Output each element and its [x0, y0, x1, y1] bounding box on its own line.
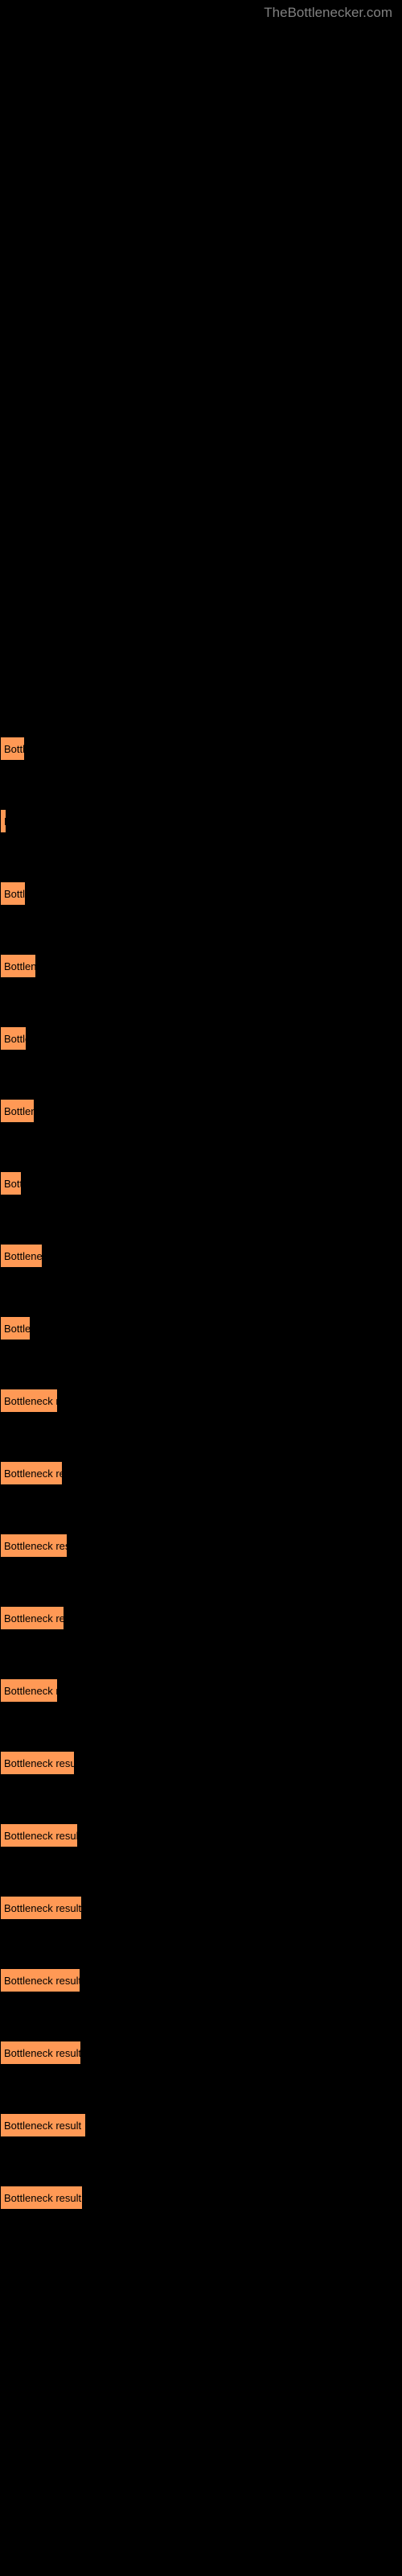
bar-row: Bottleneck result [0, 1244, 402, 1268]
bar-row: Bottleneck result [0, 1751, 402, 1775]
bar-label: Bottleneck result [4, 2192, 81, 2204]
bar-label: Bottleneck result [4, 1105, 35, 1117]
bar-label: Bottleneck result [4, 1250, 43, 1262]
bar-row: Bottleneck result [0, 1968, 402, 1992]
bar-row: Bottleneck result [0, 1389, 402, 1413]
bar-label: Bottleneck result [4, 1395, 58, 1407]
bar: Bottleneck result [0, 1099, 35, 1123]
bar-row: Bottleneck result [0, 1026, 402, 1051]
bar-label: Bottleneck result [4, 1178, 22, 1190]
watermark-text: TheBottlenecker.com [264, 5, 392, 21]
bar-row: Bottleneck result [0, 1461, 402, 1485]
bar: Bottleneck result [0, 737, 25, 761]
bar-label: Bottleneck result [4, 2120, 81, 2132]
bar-row: Bottleneck result [0, 1823, 402, 1847]
bar-label: Bottleneck result [4, 1468, 63, 1480]
bar: Bottleneck result [0, 1678, 58, 1703]
bar-label: Bottleneck result [4, 888, 26, 900]
bar-label: Bottleneck result [4, 1685, 58, 1697]
bar-row: Bottleneck result [0, 737, 402, 761]
bar: Bottleneck result [0, 1244, 43, 1268]
bar-row: Bottleneck result [0, 1534, 402, 1558]
bar-label: Bottleneck result [4, 743, 25, 755]
bar: Bottleneck result [0, 1823, 78, 1847]
bar-row: Bottleneck result [0, 809, 402, 833]
bar-label: Bottleneck result [4, 1612, 64, 1624]
bar: Bottleneck result [0, 1896, 82, 1920]
bar-label: Bottleneck result [4, 960, 36, 972]
bar: Bottleneck result [0, 1461, 63, 1485]
bar: Bottleneck result [0, 2113, 86, 2137]
bar-label: Bottleneck result [4, 1757, 75, 1769]
bar-label: Bottleneck result [4, 815, 6, 828]
bar-row: Bottleneck result [0, 881, 402, 906]
bar: Bottleneck result [0, 1389, 58, 1413]
bar: Bottleneck result [0, 1534, 68, 1558]
bar-label: Bottleneck result [4, 1323, 31, 1335]
bar-label: Bottleneck result [4, 1033, 27, 1045]
bar-row: Bottleneck result [0, 2041, 402, 2065]
bar-label: Bottleneck result [4, 1975, 80, 1987]
bar: Bottleneck result [0, 881, 26, 906]
bar-row: Bottleneck result [0, 954, 402, 978]
bar-row: Bottleneck result [0, 1606, 402, 1630]
bar-chart: Bottleneck result Bottleneck result Bottle… [0, 0, 402, 2210]
bar-label: Bottleneck result [4, 1830, 78, 1842]
bar: Bottleneck result [0, 1751, 75, 1775]
bar-row: Bottleneck result [0, 1171, 402, 1195]
bar: Bottleneck result [0, 2041, 81, 2065]
bar-row: Bottleneck result [0, 2113, 402, 2137]
bar: Bottleneck result [0, 1316, 31, 1340]
bar-label: Bottleneck result [4, 1902, 81, 1914]
bar-label: Bottleneck result [4, 1540, 68, 1552]
bar-label: Bottleneck result [4, 2047, 81, 2059]
bar: Bottleneck result [0, 954, 36, 978]
bar-row: Bottleneck result [0, 1896, 402, 1920]
bar-row: Bottleneck result [0, 1678, 402, 1703]
bar: Bottleneck result [0, 2186, 83, 2210]
bar: Bottleneck result [0, 1171, 22, 1195]
bar: Bottleneck result [0, 1606, 64, 1630]
bar-row: Bottleneck result [0, 1099, 402, 1123]
bar-row: Bottleneck result [0, 1316, 402, 1340]
bar-row: Bottleneck result [0, 2186, 402, 2210]
bar: Bottleneck result [0, 1026, 27, 1051]
bar: Bottleneck result [0, 1968, 80, 1992]
bar: Bottleneck result [0, 809, 6, 833]
